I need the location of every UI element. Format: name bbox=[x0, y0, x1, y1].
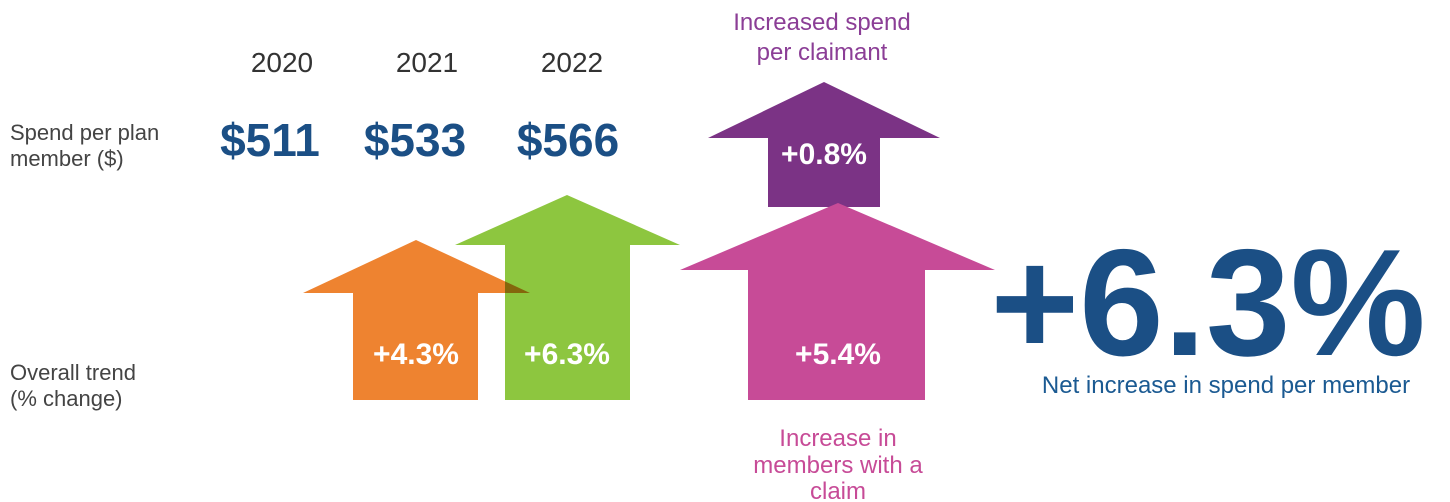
purple-arrow bbox=[708, 82, 940, 207]
arrow-label: +4.3% bbox=[373, 338, 459, 371]
caption: per claimant bbox=[757, 39, 888, 66]
row-label: (% change) bbox=[10, 386, 123, 411]
year: 2020 bbox=[251, 47, 313, 78]
net-caption: Net increase in spend per member bbox=[1042, 372, 1410, 399]
spend-value: $533 bbox=[364, 114, 466, 166]
caption: Increase in bbox=[779, 425, 896, 452]
caption: Increased spend bbox=[733, 9, 910, 36]
spend-value: $566 bbox=[517, 114, 619, 166]
caption: claim bbox=[810, 478, 866, 502]
arrow-label: +6.3% bbox=[524, 338, 610, 371]
orange-arrow bbox=[303, 240, 530, 400]
row-label: Spend per plan bbox=[10, 120, 159, 145]
green-arrow bbox=[455, 195, 680, 400]
caption: members with a bbox=[753, 452, 923, 479]
arrow-label: +5.4% bbox=[795, 338, 881, 371]
row-label: Overall trend bbox=[10, 360, 136, 385]
arrow-label: +0.8% bbox=[781, 138, 867, 171]
row-label: member ($) bbox=[10, 146, 124, 171]
year: 2021 bbox=[396, 47, 458, 78]
spend-value: $511 bbox=[220, 114, 320, 166]
year: 2022 bbox=[541, 47, 603, 78]
net-value: +6.3% bbox=[990, 218, 1425, 388]
pink-arrow bbox=[680, 203, 995, 400]
